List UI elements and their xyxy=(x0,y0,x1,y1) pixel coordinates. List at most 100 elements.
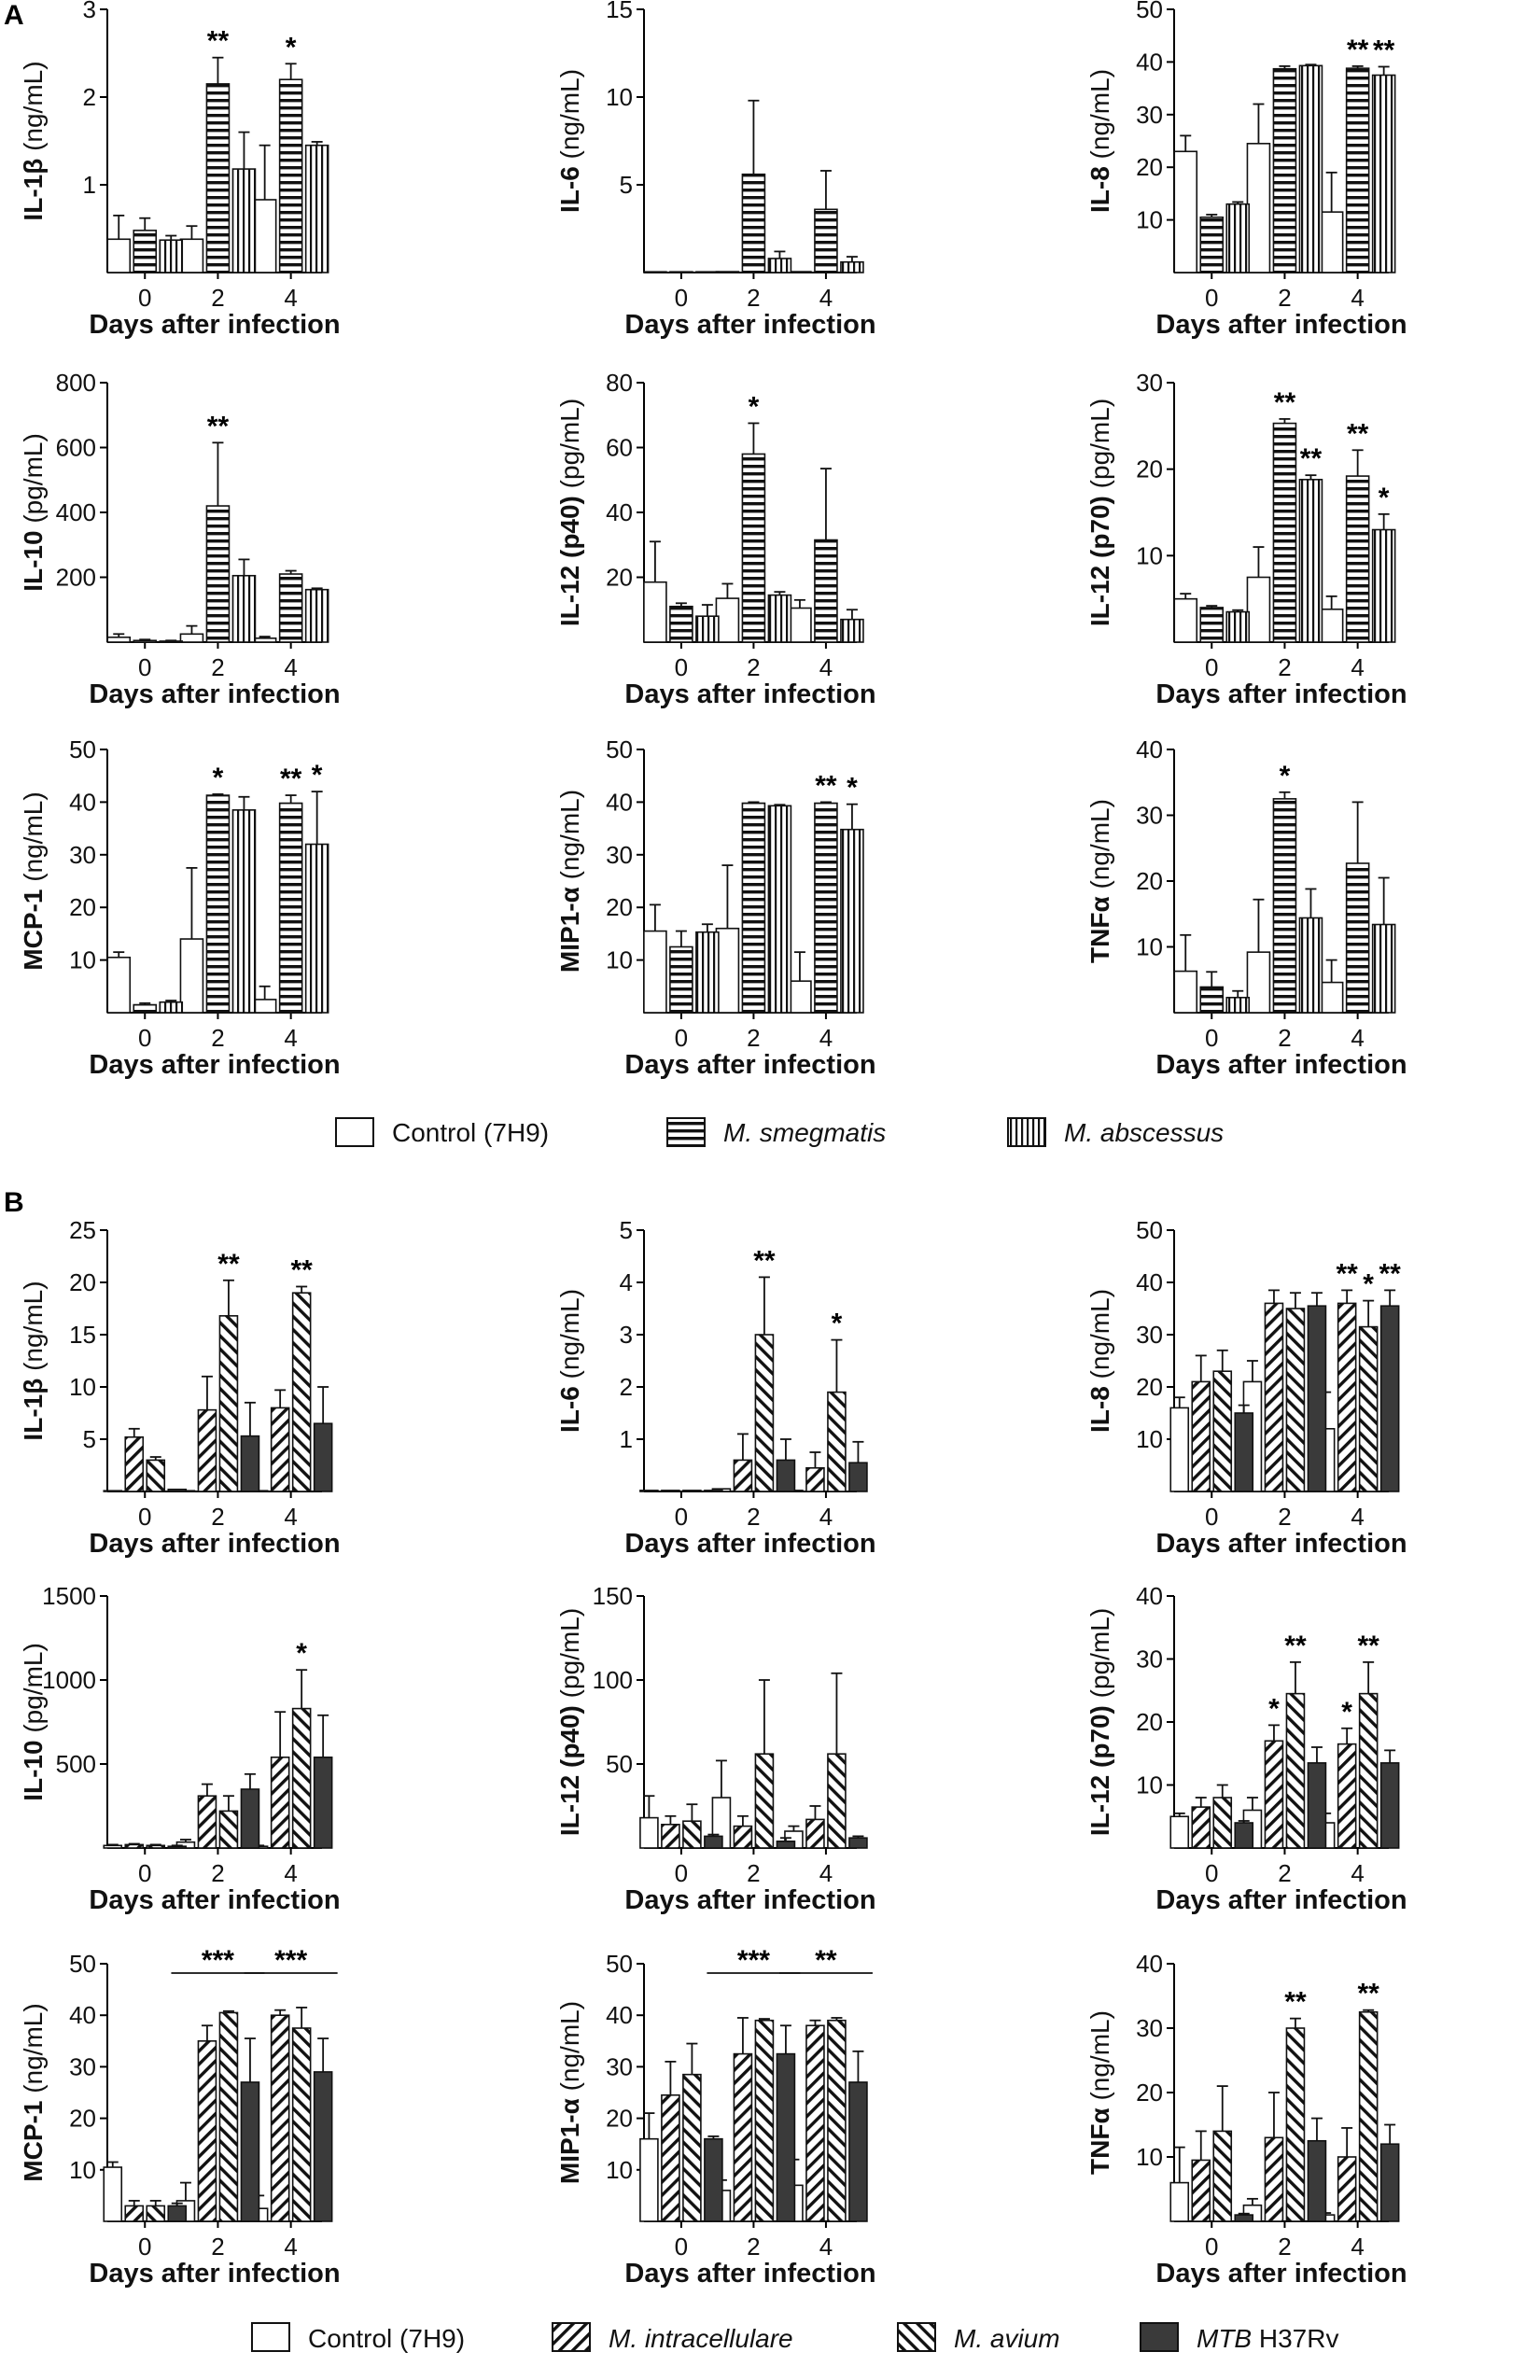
y-tick-label: 10 xyxy=(1136,1425,1163,1453)
x-axis-title: Days after infection xyxy=(89,679,340,709)
significance-marker: ** xyxy=(753,1245,776,1276)
x-tick-label: 2 xyxy=(747,1024,760,1052)
significance-marker: ** xyxy=(217,1249,240,1280)
x-axis-title: Days after infection xyxy=(1155,2259,1407,2289)
bar-open-day2 xyxy=(1246,951,1271,1014)
legend-label: Control (7H9) xyxy=(392,1118,549,1147)
y-axis-title: IL-12 (p70) (pg/mL) xyxy=(1085,1608,1114,1836)
bar-diagR-day0 xyxy=(661,2093,680,2222)
x-tick-label: 2 xyxy=(1278,2233,1291,2261)
bar-diagL-day2 xyxy=(754,1753,775,1849)
y-axis-title: IL-12 (p40) (pg/mL) xyxy=(555,399,584,626)
bar-hstripe-day0 xyxy=(1199,607,1225,643)
bar-diagR-day0 xyxy=(661,1824,680,1849)
bar-vstripe-day2 xyxy=(767,594,792,643)
bar-open-day0 xyxy=(103,2166,123,2222)
bar-solid-day2 xyxy=(240,1788,260,1849)
bar-diagR-day0 xyxy=(1191,1806,1211,1849)
bar-hstripe-day4 xyxy=(814,539,838,643)
y-axis-title: TNFα (ng/mL) xyxy=(1085,2010,1114,2175)
significance-marker: ** xyxy=(1284,1987,1307,2018)
bar-diagL-day4 xyxy=(827,2019,847,2222)
y-tick-label: 20 xyxy=(1136,455,1163,483)
charts-layer: 1 2 30 2 4 Days after infection IL-1β (ng/mL) *… xyxy=(19,0,1407,2289)
bar-open-day0 xyxy=(1173,597,1198,643)
bar-diagR-day4 xyxy=(270,2014,290,2222)
y-tick-label: 20 xyxy=(606,2105,633,2133)
y-tick-label: 1000 xyxy=(42,1666,96,1694)
y-axis-title: IL-1β (ng/mL) xyxy=(19,1281,48,1440)
x-axis-title: Days after infection xyxy=(89,1529,340,1559)
x-tick-label: 0 xyxy=(675,284,688,312)
x-tick-label: 0 xyxy=(675,1859,688,1887)
bar-hstripe-day0 xyxy=(133,230,158,273)
y-tick-label: 40 xyxy=(1136,735,1163,763)
bar-open-day2 xyxy=(179,938,204,1014)
bar-vstripe-day4 xyxy=(840,828,864,1014)
y-tick-label: 10 xyxy=(606,83,633,111)
bar-hstripe-day0 xyxy=(669,945,693,1014)
y-axis-title: IL-6 (ng/mL) xyxy=(555,69,584,213)
significance-marker: ** xyxy=(290,1254,313,1285)
bar-diagR-day4 xyxy=(805,2024,825,2222)
bar-open-day2 xyxy=(715,927,740,1014)
bar-diagR-day4 xyxy=(270,1757,290,1849)
bar-diagL-day4 xyxy=(827,1753,847,1849)
y-tick-label: 200 xyxy=(56,564,96,592)
bar-hstripe-day0 xyxy=(669,271,693,273)
x-tick-label: 2 xyxy=(747,1503,760,1531)
x-tick-label: 0 xyxy=(675,1024,688,1052)
legend-swatch-open xyxy=(335,1117,374,1147)
x-tick-label: 2 xyxy=(211,1859,224,1887)
y-tick-label: 20 xyxy=(69,1268,96,1296)
y-tick-label: 60 xyxy=(606,434,633,462)
y-tick-label: 500 xyxy=(56,1750,96,1778)
y-tick-label: 800 xyxy=(56,369,96,397)
y-tick-label: 50 xyxy=(1136,0,1163,23)
legend-panel-a: Control (7H9) M. smegmatis M. abscessus xyxy=(335,1117,1224,1147)
x-tick-label: 4 xyxy=(1351,1859,1364,1887)
y-tick-label: 15 xyxy=(69,1321,96,1349)
bar-vstripe-day4 xyxy=(1371,74,1396,273)
y-tick-label: 20 xyxy=(69,2105,96,2133)
x-tick-label: 4 xyxy=(284,1024,297,1052)
bar-diagR-day4 xyxy=(1337,1302,1357,1492)
bar-vstripe-day0 xyxy=(695,931,720,1014)
x-tick-label: 4 xyxy=(1351,284,1364,312)
bar-open-day0 xyxy=(643,930,667,1014)
bar-vstripe-day4 xyxy=(304,843,329,1014)
bar-solid-day2 xyxy=(1307,2139,1327,2222)
y-tick-label: 10 xyxy=(1136,541,1163,569)
bar-solid-day4 xyxy=(1379,2143,1400,2222)
bar-vstripe-day4 xyxy=(1371,923,1396,1014)
y-tick-label: 150 xyxy=(593,1582,633,1610)
bar-open-day4 xyxy=(252,637,277,643)
x-tick-label: 0 xyxy=(675,653,688,681)
y-axis-title: MIP1-α (ng/mL) xyxy=(555,2001,584,2184)
y-tick-label: 10 xyxy=(606,2156,633,2184)
y-tick-label: 40 xyxy=(1136,1582,1163,1610)
significance-marker: ** xyxy=(1274,387,1296,418)
x-tick-label: 2 xyxy=(1278,284,1291,312)
bar-hstripe-day0 xyxy=(133,639,158,643)
y-tick-label: 10 xyxy=(69,1373,96,1401)
bar-hstripe-day2 xyxy=(205,794,231,1014)
bar-open-day2 xyxy=(1246,143,1271,273)
y-tick-label: 400 xyxy=(56,498,96,526)
bar-hstripe-day2 xyxy=(1272,67,1297,273)
x-tick-label: 4 xyxy=(284,284,297,312)
bar-diagR-day2 xyxy=(733,1825,753,1849)
significance-marker: ** xyxy=(1379,1258,1401,1289)
bar-hstripe-day2 xyxy=(205,83,231,273)
bar-vstripe-day2 xyxy=(1298,478,1323,643)
x-tick-label: 2 xyxy=(211,1503,224,1531)
y-tick-label: 30 xyxy=(1136,369,1163,397)
bar-open-day0 xyxy=(639,1816,659,1849)
bar-vstripe-day0 xyxy=(159,239,184,273)
bar-solid-day0 xyxy=(704,2137,723,2222)
y-tick-label: 1 xyxy=(620,1425,633,1453)
